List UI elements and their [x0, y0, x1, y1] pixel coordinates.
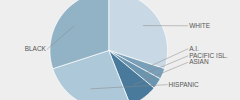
svg-text:PACIFIC ISL.: PACIFIC ISL.	[189, 51, 228, 59]
svg-text:BLACK: BLACK	[25, 45, 47, 52]
svg-text:ASIAN: ASIAN	[189, 58, 209, 65]
svg-text:WHITE: WHITE	[189, 22, 211, 29]
svg-text:A.I.: A.I.	[189, 45, 199, 52]
svg-text:HISPANIC: HISPANIC	[169, 81, 200, 88]
